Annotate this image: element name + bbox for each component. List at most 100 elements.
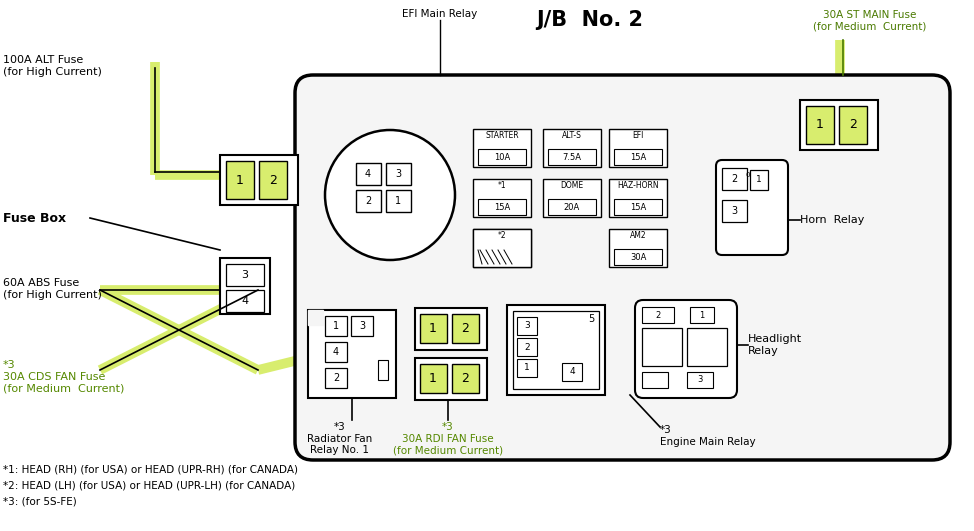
Text: 3: 3 xyxy=(697,375,702,384)
Text: *3
30A CDS FAN Fuse
(for Medium  Current): *3 30A CDS FAN Fuse (for Medium Current) xyxy=(3,360,125,393)
Bar xyxy=(420,314,447,343)
Bar xyxy=(325,368,347,388)
Bar xyxy=(614,199,662,215)
Text: 4: 4 xyxy=(242,296,248,306)
Bar xyxy=(614,149,662,165)
Bar xyxy=(517,317,537,335)
Text: 3: 3 xyxy=(359,321,365,331)
Bar xyxy=(548,149,596,165)
Text: *3
30A RDI FAN Fuse
(for Medium Current): *3 30A RDI FAN Fuse (for Medium Current) xyxy=(393,422,503,455)
Bar xyxy=(543,179,601,217)
Text: 30A: 30A xyxy=(630,253,646,261)
Bar xyxy=(325,342,347,362)
Bar xyxy=(356,163,381,185)
Bar xyxy=(356,190,381,212)
Text: 4: 4 xyxy=(365,169,371,179)
Bar xyxy=(473,179,531,217)
Bar xyxy=(806,106,834,144)
Bar xyxy=(517,359,537,377)
Bar xyxy=(226,161,254,199)
Bar xyxy=(609,179,667,217)
Text: 15A: 15A xyxy=(630,202,646,211)
Text: 3: 3 xyxy=(730,206,737,216)
Bar xyxy=(562,363,582,381)
Bar xyxy=(308,310,323,325)
Text: 1: 1 xyxy=(699,311,704,320)
Bar xyxy=(420,364,447,393)
Text: *2: *2 xyxy=(498,232,506,241)
Text: 4: 4 xyxy=(333,347,339,357)
Text: 1: 1 xyxy=(236,174,244,186)
Text: Horn  Relay: Horn Relay xyxy=(800,215,864,225)
Text: HAZ-HORN: HAZ-HORN xyxy=(618,182,658,191)
Text: 1: 1 xyxy=(524,364,530,373)
Text: 2: 2 xyxy=(365,196,371,206)
Text: DOME: DOME xyxy=(560,182,583,191)
Bar xyxy=(452,314,479,343)
Bar xyxy=(220,155,298,205)
Bar xyxy=(308,310,396,398)
Bar xyxy=(614,249,662,265)
FancyBboxPatch shape xyxy=(295,75,950,460)
Bar xyxy=(690,307,714,323)
Bar xyxy=(722,200,747,222)
Text: 2: 2 xyxy=(849,118,857,132)
Bar xyxy=(220,258,270,314)
Text: *3
Radiator Fan
Relay No. 1: *3 Radiator Fan Relay No. 1 xyxy=(308,422,373,455)
Bar xyxy=(351,316,373,336)
Bar xyxy=(642,307,674,323)
Text: 2: 2 xyxy=(333,373,339,383)
Bar xyxy=(839,106,867,144)
Text: 20A: 20A xyxy=(564,202,581,211)
Text: 2: 2 xyxy=(656,311,660,320)
Text: 2: 2 xyxy=(461,373,468,386)
Bar xyxy=(800,100,878,150)
Text: STARTER: STARTER xyxy=(485,132,519,141)
Text: 2: 2 xyxy=(730,174,737,184)
Bar xyxy=(452,364,479,393)
Text: 7.5A: 7.5A xyxy=(563,152,581,161)
Bar xyxy=(259,161,287,199)
Text: Fuse Box: Fuse Box xyxy=(3,211,66,225)
Bar xyxy=(609,129,667,167)
Bar xyxy=(507,305,605,395)
Bar xyxy=(478,149,526,165)
Circle shape xyxy=(325,130,455,260)
Text: 2: 2 xyxy=(461,322,468,336)
Text: *3
Engine Main Relay: *3 Engine Main Relay xyxy=(660,425,756,447)
FancyBboxPatch shape xyxy=(635,300,737,398)
Text: 100A ALT Fuse
(for High Current): 100A ALT Fuse (for High Current) xyxy=(3,55,102,76)
Text: 1: 1 xyxy=(394,196,401,206)
Text: AM2: AM2 xyxy=(629,232,647,241)
Bar xyxy=(642,372,668,388)
Text: 0: 0 xyxy=(746,172,750,178)
Text: 10A: 10A xyxy=(494,152,510,161)
Text: 5: 5 xyxy=(588,314,594,324)
Text: 1: 1 xyxy=(756,176,762,184)
Text: 60A ABS Fuse
(for High Current): 60A ABS Fuse (for High Current) xyxy=(3,278,102,299)
Text: 15A: 15A xyxy=(630,152,646,161)
Text: J/B  No. 2: J/B No. 2 xyxy=(537,10,644,30)
Text: 3: 3 xyxy=(524,321,530,330)
Bar xyxy=(548,199,596,215)
Bar xyxy=(478,249,526,265)
Bar xyxy=(478,199,526,215)
Bar xyxy=(325,316,347,336)
Bar xyxy=(687,328,727,366)
Bar xyxy=(226,290,264,312)
Text: *3: (for 5S-FE): *3: (for 5S-FE) xyxy=(3,496,77,506)
Bar xyxy=(687,372,713,388)
Bar xyxy=(226,264,264,286)
Text: 30A ST MAIN Fuse
(for Medium  Current): 30A ST MAIN Fuse (for Medium Current) xyxy=(813,10,926,32)
Bar xyxy=(415,358,487,400)
Bar xyxy=(517,338,537,356)
Text: *2: *2 xyxy=(498,232,506,241)
Text: 1: 1 xyxy=(430,322,437,336)
Bar xyxy=(473,229,531,267)
FancyBboxPatch shape xyxy=(716,160,788,255)
Text: EFI Main Relay: EFI Main Relay xyxy=(402,9,477,19)
Text: *2: HEAD (LH) (for USA) or HEAD (UPR-LH) (for CANADA): *2: HEAD (LH) (for USA) or HEAD (UPR-LH)… xyxy=(3,480,295,490)
Text: 15A: 15A xyxy=(494,202,510,211)
Text: 1: 1 xyxy=(816,118,824,132)
Bar xyxy=(543,129,601,167)
